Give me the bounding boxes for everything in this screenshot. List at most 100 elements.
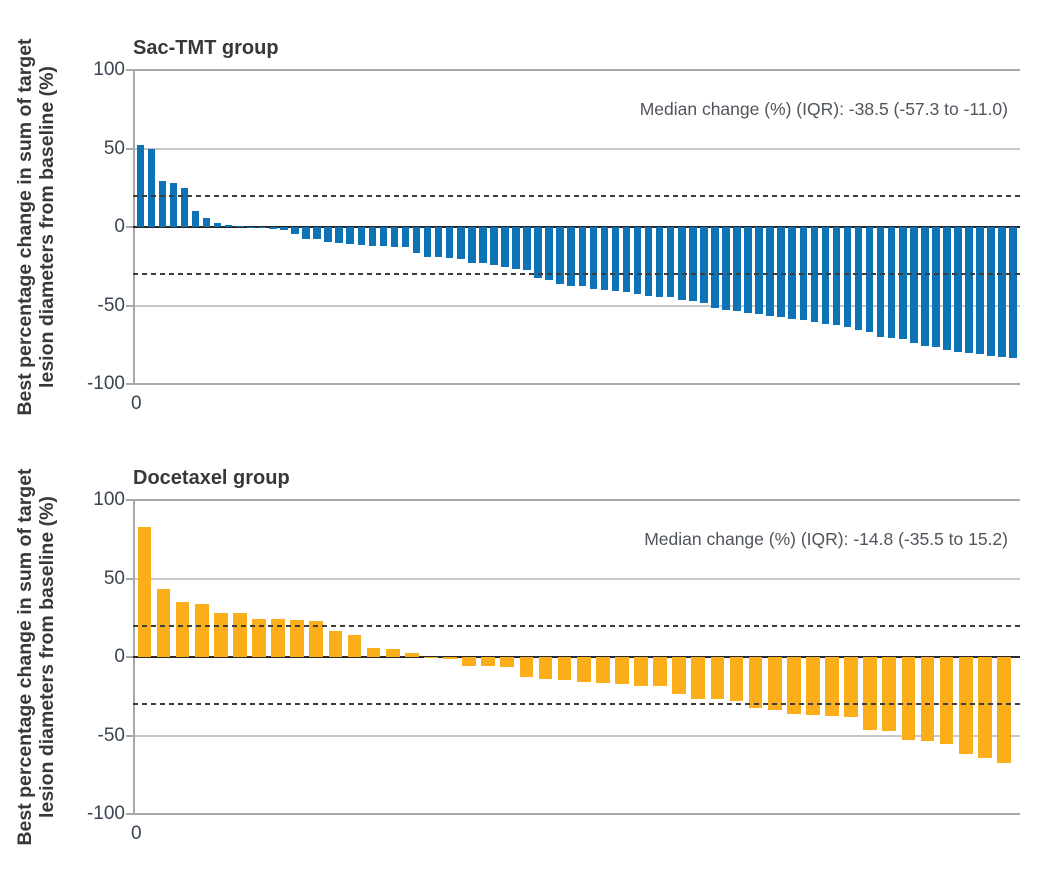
bar [644, 227, 653, 296]
bar [677, 227, 686, 300]
bar [519, 657, 534, 677]
bar [501, 227, 509, 267]
bar [202, 218, 211, 227]
bar [290, 620, 305, 657]
bar [309, 620, 324, 657]
bar [224, 225, 233, 227]
bar [898, 227, 907, 340]
bar [733, 227, 741, 311]
bar [390, 227, 399, 247]
bar [576, 657, 591, 682]
bar [567, 227, 576, 286]
gridline [133, 577, 1020, 580]
bar [666, 227, 675, 298]
y-tick-label: -100 [86, 373, 125, 394]
bar [404, 653, 419, 657]
bar [786, 657, 801, 715]
bar [755, 227, 763, 315]
gridline [133, 383, 1020, 385]
bar [379, 227, 388, 247]
bar [423, 227, 432, 257]
bar [328, 631, 343, 657]
y-axis-label-line2: lesion diameters from baseline (%) [36, 66, 58, 388]
y-axis-label: Best percentage change in sum of target … [12, 38, 60, 415]
bar [729, 657, 744, 702]
bar [901, 657, 916, 740]
bar [156, 589, 171, 657]
bar [976, 227, 984, 355]
bar [615, 657, 629, 684]
zero-line [133, 656, 1020, 658]
bar [271, 619, 285, 657]
bar [832, 227, 841, 326]
bar [863, 657, 878, 731]
bar [191, 211, 200, 227]
bar [137, 526, 152, 657]
y-tick-label: 100 [93, 59, 125, 80]
bar [825, 657, 839, 717]
bar [252, 619, 266, 657]
bar [556, 227, 564, 285]
bar [443, 657, 457, 659]
bar [368, 227, 377, 246]
bar [600, 227, 609, 291]
y-tick [126, 226, 133, 228]
gridline [133, 304, 1020, 307]
bar [233, 613, 247, 657]
y-tick [126, 813, 133, 815]
bar [258, 227, 266, 229]
bar [910, 227, 918, 344]
bar [920, 657, 935, 742]
panel-title: Docetaxel group [133, 467, 290, 489]
bar [998, 227, 1006, 358]
reference-line [133, 703, 1020, 706]
y-tick-label: 0 [114, 216, 125, 237]
bar [147, 148, 156, 227]
gridline [133, 69, 1020, 71]
bar [468, 227, 476, 263]
y-axis-label-line2: lesion diameters from baseline (%) [36, 496, 58, 818]
bar [766, 227, 774, 316]
bar [710, 657, 725, 700]
y-tick [126, 304, 133, 307]
bar [633, 227, 642, 294]
reference-line [133, 273, 1020, 276]
bar [788, 227, 797, 319]
plot-area: 100 50 0 -50 -100 [87, 59, 1020, 394]
bar [335, 227, 343, 243]
bar [711, 227, 719, 309]
bar [965, 227, 973, 354]
bar [302, 227, 310, 239]
bar [462, 657, 476, 666]
bar [213, 223, 222, 227]
bar [158, 181, 167, 227]
bar [456, 227, 465, 259]
bar [744, 227, 752, 313]
bar [589, 227, 598, 290]
panel-docetaxel: Best percentage change in sum of target … [0, 430, 1059, 876]
bar [136, 145, 145, 227]
bar [595, 657, 610, 683]
bar [876, 227, 885, 337]
bar [545, 227, 553, 280]
bar [821, 227, 830, 324]
bar [194, 604, 209, 657]
x-tick-label: 0 [131, 393, 142, 414]
bar [887, 227, 896, 339]
bar [357, 227, 366, 245]
bar [748, 657, 763, 708]
bar [806, 657, 820, 716]
bar [997, 657, 1011, 763]
y-tick-label: 0 [114, 646, 125, 667]
bar [700, 227, 708, 304]
bar [921, 227, 929, 346]
y-tick [126, 656, 133, 658]
median-annotation: Median change (%) (IQR): -14.8 (-35.5 to… [644, 529, 1008, 549]
bar [434, 227, 443, 258]
bar [280, 227, 288, 231]
bar [634, 657, 648, 686]
bar [843, 227, 852, 328]
y-tick-label: -100 [86, 803, 125, 824]
bar [175, 602, 190, 657]
bar [347, 635, 362, 657]
